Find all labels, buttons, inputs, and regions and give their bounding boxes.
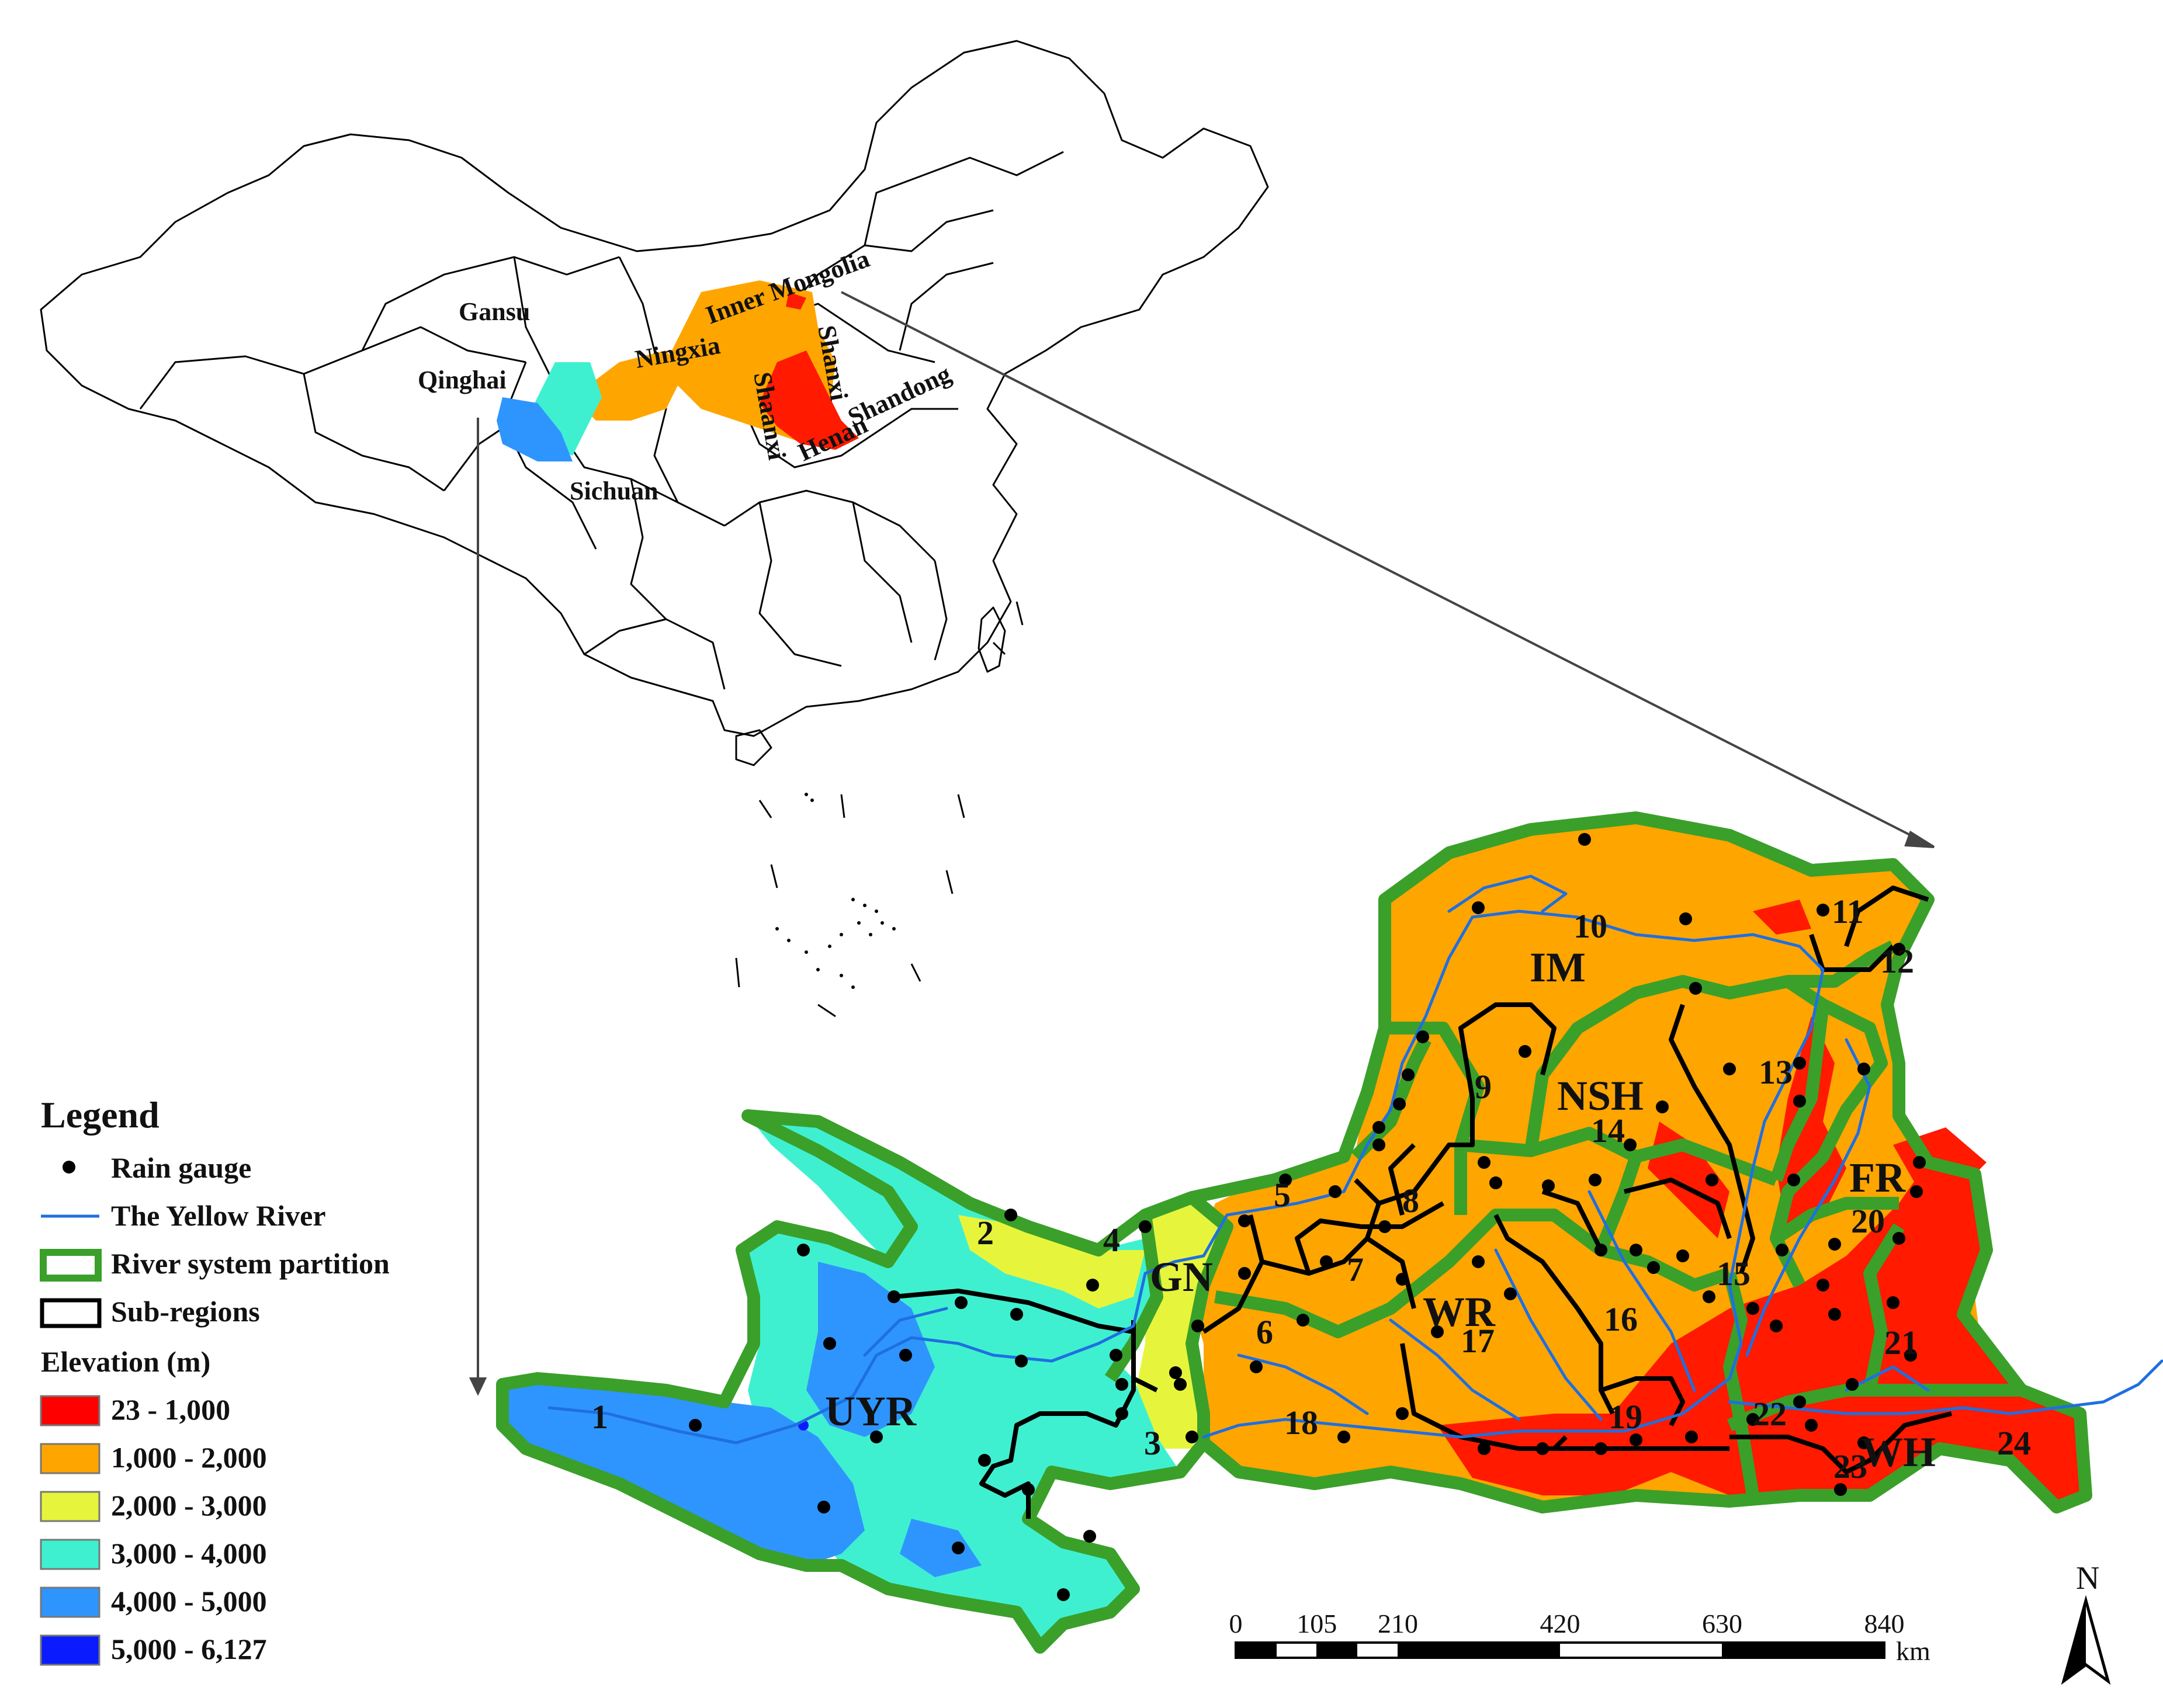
subregion-symbol [40, 1298, 102, 1328]
region-label-nsh: NSH [1557, 1072, 1644, 1119]
subregion-label-21: 21 [1884, 1324, 1918, 1362]
subregion-label-18: 18 [1284, 1404, 1318, 1442]
rain-gauge-symbol [63, 1161, 75, 1174]
province-label-sichuan: Sichuan [570, 477, 658, 505]
legend-rain-gauge: Rain gauge [111, 1151, 251, 1184]
scale-tick-label: 105 [1297, 1609, 1337, 1638]
legend-river: The Yellow River [111, 1199, 326, 1232]
legend-title: Legend [41, 1094, 160, 1136]
subregion-label-10: 10 [1573, 907, 1607, 945]
partition-symbol [40, 1249, 102, 1282]
elevation-class-label: 3,000 - 4,000 [111, 1537, 267, 1570]
china-outline [40, 40, 1269, 737]
subregion-labels: 1 2 3 4 5 6 7 8 9 10 11 12 13 14 15 16 1… [591, 893, 2031, 1485]
elevation-swatches: 23 - 1,000 1,000 - 2,000 2,000 - 3,000 3,00… [40, 1393, 267, 1666]
elevation-swatch [40, 1491, 100, 1522]
subregion-label-8: 8 [1402, 1182, 1419, 1220]
sub-region-boundaries [893, 886, 1952, 1519]
region-labels: UYR GN IM NSH WR FR WH [825, 944, 1936, 1476]
elevation-class-label: 2,000 - 3,000 [111, 1489, 267, 1522]
subregion-label-20: 20 [1851, 1202, 1885, 1240]
subregion-label-9: 9 [1475, 1068, 1492, 1106]
region-label-im: IM [1530, 944, 1586, 991]
subregion-label-24: 24 [1997, 1424, 2031, 1462]
subregion-label-3: 3 [1144, 1424, 1161, 1462]
scale-tick-label: 840 [1864, 1609, 1905, 1638]
region-label-uyr: UYR [825, 1388, 917, 1435]
elevation-class-label: 23 - 1,000 [111, 1393, 230, 1426]
elevation-blue-west [502, 1379, 865, 1565]
subregion-label-23: 23 [1833, 1447, 1867, 1485]
scale-tick-labels: 0 105 210 420 630 840 [1229, 1609, 1905, 1638]
yellow-river-mainstem [547, 909, 2163, 1445]
region-label-gn: GN [1150, 1254, 1213, 1300]
elevation-swatch [40, 1587, 100, 1618]
subregion-label-22: 22 [1753, 1395, 1787, 1433]
scale-tick-label: 420 [1540, 1609, 1580, 1638]
subregion-label-5: 5 [1274, 1176, 1291, 1214]
subregion-label-16: 16 [1604, 1300, 1638, 1338]
zoom-arrows [469, 291, 1935, 1396]
map-legend: Legend Rain gauge The Yellow River River… [40, 1094, 390, 1666]
yellow-river-line [547, 874, 2163, 1445]
scale-bar: 0 105 210 420 630 840 km [1229, 1609, 1931, 1666]
elevation-swatch [40, 1634, 100, 1666]
hainan-island [735, 729, 772, 766]
subregion-label-7: 7 [1347, 1251, 1364, 1289]
region-label-wh: WH [1861, 1429, 1936, 1476]
scale-tick-label: 630 [1702, 1609, 1742, 1638]
elevation-class-label: 4,000 - 5,000 [111, 1585, 267, 1617]
north-arrow-label: N [2076, 1560, 2099, 1596]
subregion-label-2: 2 [977, 1214, 994, 1252]
subregion-label-15: 15 [1717, 1255, 1750, 1293]
legend-subregions: Sub-regions [111, 1295, 260, 1328]
partition-outer [496, 811, 2092, 1654]
province-label-gansu: Gansu [459, 297, 530, 326]
inset-basin [497, 280, 859, 461]
elevation-class-label: 5,000 - 6,127 [111, 1633, 267, 1665]
subregion-label-6: 6 [1256, 1313, 1273, 1351]
taiwan-island [977, 606, 1006, 673]
province-label-shandong: Shandong [844, 359, 955, 432]
scale-tick-label: 0 [1229, 1609, 1243, 1638]
elevation-class-label: 1,000 - 2,000 [111, 1441, 267, 1474]
region-label-fr: FR [1849, 1154, 1906, 1201]
subregion-label-17: 17 [1461, 1322, 1495, 1360]
china-inset-map [40, 40, 1269, 1018]
elevation-swatch [40, 1443, 100, 1474]
rain-gauges [689, 833, 1926, 1601]
subregion-label-19: 19 [1609, 1398, 1642, 1436]
north-arrow: N [2061, 1560, 2111, 1685]
subregion-label-13: 13 [1759, 1053, 1793, 1091]
legend-elevation-title: Elevation (m) [41, 1345, 210, 1378]
subregion-label-12: 12 [1880, 942, 1914, 980]
subregion-label-11: 11 [1832, 893, 1864, 931]
legend-partition: River system partition [111, 1247, 390, 1280]
subregion-label-1: 1 [591, 1398, 608, 1436]
basin-main-map: UYR GN IM NSH WR FR WH 1 2 3 4 5 6 7 8 9… [496, 811, 2163, 1654]
province-label-qinghai: Qinghai [418, 366, 507, 394]
subregion-label-4: 4 [1103, 1221, 1120, 1259]
elevation-swatch [40, 1539, 100, 1570]
subregion-label-14: 14 [1591, 1112, 1625, 1150]
scale-tick-label: 210 [1378, 1609, 1418, 1638]
region-label-wr: WR [1423, 1289, 1496, 1335]
elevation-swatch [40, 1395, 100, 1426]
scale-unit: km [1896, 1636, 1930, 1666]
